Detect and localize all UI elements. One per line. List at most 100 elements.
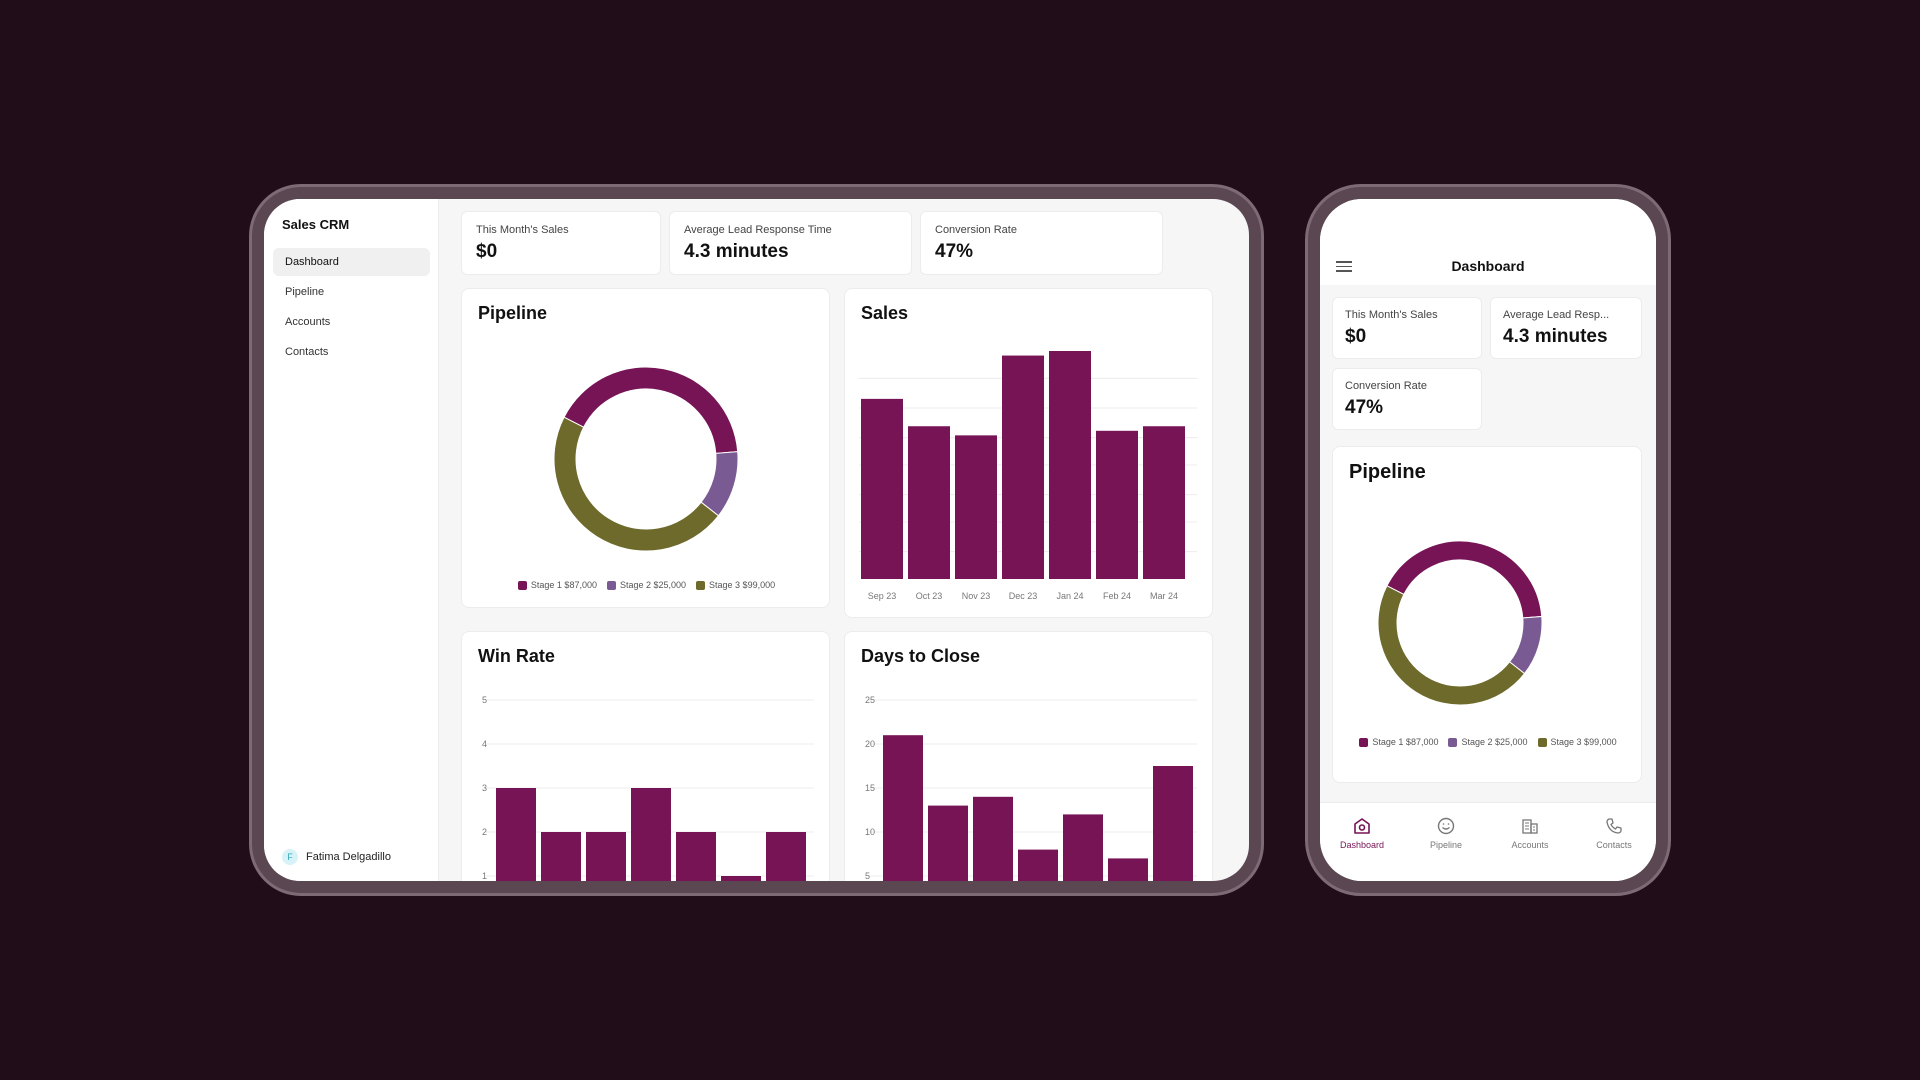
card-title: Pipeline <box>478 303 548 323</box>
kpi-card-sales: This Month's Sales $0 <box>461 211 661 275</box>
legend-item-stage-3: Stage 3 $99,000 <box>696 580 775 590</box>
phone-icon <box>1606 818 1622 834</box>
sidebar-item-pipeline[interactable]: Pipeline <box>285 286 325 298</box>
kpi-label: This Month's Sales <box>1345 309 1438 321</box>
legend-swatch <box>696 580 706 590</box>
bar <box>631 788 671 881</box>
kpi-value: $0 <box>476 241 498 262</box>
sidebar: Sales CRM Dashboard Pipeline Accounts Co… <box>264 199 439 881</box>
bar <box>883 735 923 881</box>
legend-swatch <box>1537 737 1547 747</box>
avatar: F <box>282 849 298 865</box>
y-tick-label: 2 <box>482 827 487 837</box>
tab-accounts[interactable]: Accounts <box>1488 803 1572 881</box>
bar <box>1063 814 1103 881</box>
bar <box>861 398 903 579</box>
main-content: This Month's Sales $0 Average Lead Respo… <box>439 199 1249 881</box>
kpi-card-response-time: Average Lead Resp... 4.3 minutes <box>1490 297 1642 359</box>
phone-screen: Dashboard This Month's Sales $0 Average … <box>1320 199 1656 881</box>
building-icon <box>1522 819 1538 834</box>
x-tick-label: Feb 24 <box>1103 591 1131 601</box>
x-tick-label: Nov 23 <box>962 591 991 601</box>
kpi-value: 4.3 minutes <box>1503 326 1608 347</box>
legend-label: Stage 2 $25,000 <box>619 580 687 590</box>
sidebar-item-contacts[interactable]: Contacts <box>285 346 329 358</box>
bar <box>1108 858 1148 881</box>
pipeline-legend: Stage 1 $87,000 Stage 2 $25,000 Stage 3 … <box>462 580 831 590</box>
y-tick-label: 4 <box>482 739 487 749</box>
bar <box>721 876 761 881</box>
kpi-card-conversion-rate: Conversion Rate 47% <box>920 211 1163 275</box>
bar <box>1002 355 1044 579</box>
days-to-close-card: Days to Close 5 10 15 20 25 <box>844 631 1213 881</box>
kpi-label: This Month's Sales <box>476 224 569 236</box>
y-tick-label: 5 <box>482 695 487 705</box>
bar <box>908 426 950 579</box>
legend-item-stage-2: Stage 2 $25,000 <box>1448 731 1528 753</box>
sidebar-item-dashboard[interactable]: Dashboard <box>273 248 430 276</box>
legend-swatch <box>606 580 616 590</box>
bar <box>928 805 968 881</box>
legend-label: Stage 1 $87,000 <box>1372 737 1439 747</box>
user-name: Fatima Delgadillo <box>306 851 391 863</box>
kpi-label: Average Lead Response Time <box>684 224 832 236</box>
bar <box>973 796 1013 881</box>
legend-swatch <box>1359 737 1369 747</box>
kpi-card-response-time: Average Lead Response Time 4.3 minutes <box>669 211 912 275</box>
card-title: Days to Close <box>861 646 981 666</box>
kpi-card-conversion-rate: Conversion Rate 47% <box>1332 368 1482 430</box>
bottom-tab-bar: Dashboard Pipeline Accounts <box>1320 802 1656 881</box>
donut-slice-stage-1 <box>1386 540 1543 619</box>
win-rate-bar-chart: 1 2 3 4 5 <box>482 695 814 881</box>
tab-label: Contacts <box>1596 840 1632 850</box>
kpi-label: Average Lead Resp... <box>1503 309 1610 321</box>
y-tick-label: 10 <box>865 827 875 837</box>
bar <box>541 832 581 881</box>
page-title: Dashboard <box>1451 258 1525 274</box>
bar <box>496 788 536 881</box>
kpi-value: 4.3 minutes <box>684 241 789 262</box>
bar <box>955 435 997 579</box>
days-to-close-bar-chart: 5 10 15 20 25 <box>865 695 1197 881</box>
x-tick-label: Dec 23 <box>1009 591 1038 601</box>
y-tick-label: 20 <box>865 739 875 749</box>
menu-icon[interactable] <box>1336 261 1352 273</box>
donut-slice-stage-3 <box>553 416 720 552</box>
kpi-label: Conversion Rate <box>935 224 1017 236</box>
bar <box>1096 430 1138 579</box>
legend-item-stage-3: Stage 3 $99,000 <box>1537 731 1617 753</box>
tab-label: Accounts <box>1511 840 1549 850</box>
card-title: Win Rate <box>478 646 555 666</box>
kpi-value: 47% <box>1345 397 1384 418</box>
y-tick-label: 25 <box>865 695 875 705</box>
smile-icon <box>1437 817 1455 835</box>
legend-label: Stage 3 $99,000 <box>1550 737 1617 747</box>
tablet-screen: Sales CRM Dashboard Pipeline Accounts Co… <box>264 199 1249 881</box>
kpi-value: $0 <box>1345 326 1367 347</box>
tab-dashboard[interactable]: Dashboard <box>1320 803 1404 881</box>
tablet-device: Sales CRM Dashboard Pipeline Accounts Co… <box>249 184 1264 896</box>
bar <box>676 832 716 881</box>
tab-pipeline[interactable]: Pipeline <box>1404 803 1488 881</box>
sidebar-nav: Dashboard Pipeline Accounts Contacts <box>273 248 430 368</box>
legend-swatch <box>517 580 527 590</box>
tab-contacts[interactable]: Contacts <box>1572 803 1656 881</box>
donut-slice-stage-2 <box>1508 615 1543 675</box>
phone-device: Dashboard This Month's Sales $0 Average … <box>1305 184 1671 896</box>
bar <box>1143 426 1185 579</box>
tab-label: Dashboard <box>1339 840 1385 850</box>
sidebar-item-accounts[interactable]: Accounts <box>285 316 331 328</box>
phone-header: Dashboard <box>1320 199 1656 285</box>
x-tick-label: Sep 23 <box>868 591 897 601</box>
kpi-value: 47% <box>935 241 974 262</box>
bar <box>586 832 626 881</box>
bar <box>766 832 806 881</box>
y-tick-label: 3 <box>482 783 487 793</box>
user-profile[interactable]: F Fatima Delgadillo <box>282 849 391 865</box>
donut-slice-stage-3 <box>1377 585 1526 706</box>
y-tick-label: 5 <box>865 871 870 881</box>
sales-card: Sales Sep 23 Oct 23 Nov 23 Dec 23 Jan 24 Feb … <box>844 288 1213 618</box>
kpi-label: Conversion Rate <box>1345 380 1427 392</box>
pipeline-card: Pipeline Stage 1 $87,000 Stage 2 $25,000… <box>1332 446 1642 783</box>
y-tick-label: 15 <box>865 783 875 793</box>
